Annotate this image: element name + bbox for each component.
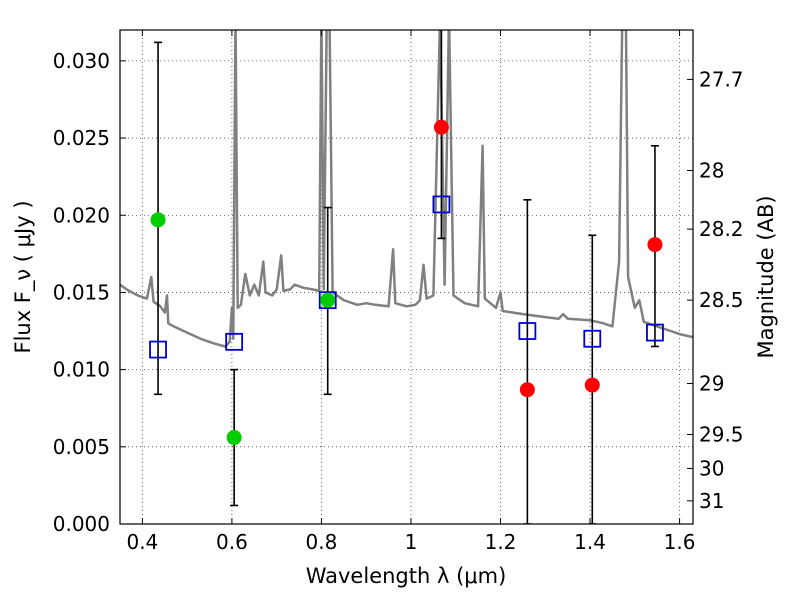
y-tick-label: 0.025	[53, 126, 110, 150]
model-square	[518, 322, 537, 340]
y-tick-label: 0.010	[53, 358, 110, 382]
spectrum-line	[120, 30, 693, 348]
data-points	[150, 119, 663, 446]
x-tick-label: 0.4	[126, 530, 158, 554]
plot-frame	[119, 29, 694, 525]
model-square	[646, 323, 664, 342]
plot-background	[120, 30, 693, 524]
y2-tick-label: 30	[699, 456, 724, 480]
x-axis-ticks: 0.4 0.6 0.8 1 1.2 1.4 1.6	[126, 30, 695, 554]
model-square	[149, 340, 167, 359]
x-axis-label: Wavelength λ (μm)	[306, 564, 507, 588]
x-tick-label: 1	[405, 530, 418, 554]
model-squares	[149, 195, 664, 359]
x-tick-label: 1.2	[485, 530, 517, 554]
x-tick-label: 1.4	[574, 530, 606, 554]
y2-tick-label: 28.5	[699, 288, 744, 312]
y2-tick-label: 29	[699, 372, 724, 396]
x-tick-label: 1.6	[664, 530, 696, 554]
y2-tick-label: 31	[699, 489, 724, 513]
y2-tick-label: 27.7	[699, 67, 744, 91]
y-tick-label: 0.005	[53, 435, 110, 459]
y-axis-label: Flux F_ν ( μJy )	[11, 200, 36, 353]
y2-axis-ticks: 27.7 28 28.2 28.5 29 29.5 30 31	[687, 67, 744, 513]
y-tick-label: 0.015	[53, 280, 110, 304]
model-square	[432, 195, 451, 214]
y2-axis-label: Magnitude (AB)	[754, 195, 778, 358]
y2-tick-label: 28.2	[699, 217, 744, 241]
y-axis-ticks: 0.000 0.005 0.010 0.015 0.020 0.025 0.030	[53, 49, 126, 536]
green-point	[150, 212, 166, 228]
model-square	[583, 329, 602, 348]
y-tick-label: 0.020	[53, 203, 110, 227]
green-point	[226, 430, 242, 446]
y2-tick-label: 28	[699, 158, 724, 182]
y-tick-label: 0.030	[53, 49, 110, 73]
y2-tick-label: 29.5	[699, 422, 744, 446]
y-tick-label: 0.000	[53, 512, 110, 536]
x-tick-label: 0.6	[216, 530, 248, 554]
green-point	[320, 292, 336, 308]
red-point	[584, 377, 600, 393]
red-point	[519, 382, 535, 398]
model-square	[225, 332, 244, 351]
x-tick-label: 0.8	[306, 530, 338, 554]
model-square	[318, 291, 337, 310]
red-point	[433, 119, 449, 135]
red-point	[647, 237, 663, 253]
